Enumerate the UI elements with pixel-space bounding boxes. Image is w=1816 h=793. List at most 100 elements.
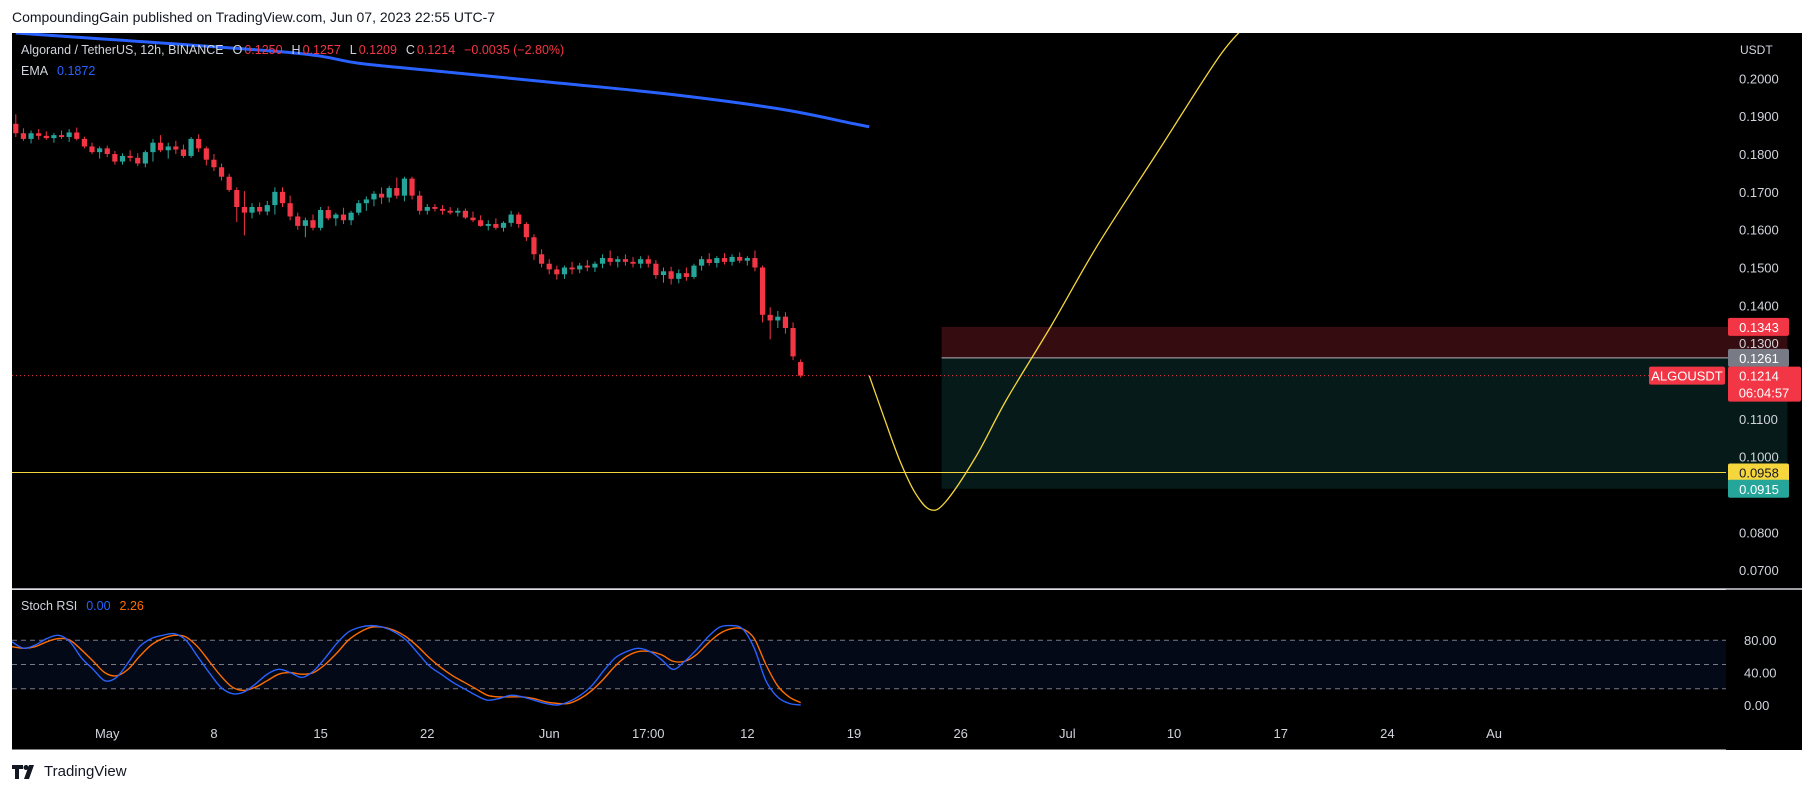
candle[interactable] <box>554 265 560 280</box>
candle[interactable] <box>676 269 682 284</box>
candle[interactable] <box>318 206 324 231</box>
candle[interactable] <box>196 134 202 153</box>
candle[interactable] <box>157 135 164 153</box>
candle[interactable] <box>706 253 712 266</box>
candle[interactable] <box>744 256 750 266</box>
position-group[interactable] <box>941 326 1788 489</box>
candle[interactable] <box>577 262 583 274</box>
candle[interactable] <box>592 261 598 273</box>
candle[interactable] <box>264 200 270 216</box>
candle[interactable] <box>653 259 659 279</box>
candle[interactable] <box>28 130 34 144</box>
candle[interactable] <box>683 267 689 281</box>
candle[interactable] <box>203 146 209 166</box>
candle[interactable] <box>500 221 507 232</box>
candle[interactable] <box>97 146 103 159</box>
ema-line[interactable] <box>15 33 870 129</box>
candle[interactable] <box>127 150 133 162</box>
candle[interactable] <box>310 214 316 231</box>
candle[interactable] <box>104 145 110 158</box>
candle[interactable] <box>462 208 468 220</box>
candle[interactable] <box>714 256 720 268</box>
candle[interactable] <box>112 151 118 165</box>
candle[interactable] <box>691 263 697 279</box>
candle[interactable] <box>790 322 796 361</box>
symbol-legend[interactable]: Algorand / TetherUS, 12h, BINANCE O 0.125… <box>21 43 566 57</box>
candle[interactable] <box>363 196 369 211</box>
candle[interactable] <box>584 259 590 272</box>
candle[interactable] <box>599 254 606 269</box>
candle[interactable] <box>295 212 301 230</box>
candle[interactable] <box>729 254 735 266</box>
candle[interactable] <box>135 153 141 167</box>
candle[interactable] <box>455 207 461 217</box>
candle[interactable] <box>287 195 293 221</box>
candle[interactable] <box>508 210 514 227</box>
candle[interactable] <box>569 261 575 275</box>
candle[interactable] <box>668 266 674 285</box>
candle[interactable] <box>470 211 476 223</box>
lines-group[interactable] <box>15 22 1250 511</box>
candles-group[interactable] <box>13 114 804 378</box>
stoch-legend[interactable]: Stoch RSI 0.00 2.26 <box>21 599 146 613</box>
candle[interactable] <box>546 259 552 275</box>
symbol-title[interactable]: Algorand / TetherUS, 12h, BINANCE <box>21 43 224 57</box>
candle[interactable] <box>51 132 57 143</box>
candle[interactable] <box>424 203 430 215</box>
projection-path[interactable] <box>868 22 1250 511</box>
candle[interactable] <box>432 203 438 212</box>
candle[interactable] <box>81 136 87 149</box>
candle[interactable] <box>249 203 255 219</box>
candle[interactable] <box>325 206 331 221</box>
candle[interactable] <box>36 129 42 140</box>
candle[interactable] <box>645 255 651 268</box>
candle[interactable] <box>356 200 362 216</box>
candle[interactable] <box>737 252 743 263</box>
candle[interactable] <box>188 137 194 158</box>
candle[interactable] <box>615 256 621 268</box>
candle[interactable] <box>607 250 613 266</box>
candle[interactable] <box>721 253 728 265</box>
candle[interactable] <box>340 207 347 225</box>
candle[interactable] <box>767 307 773 340</box>
candle[interactable] <box>241 191 248 236</box>
candle[interactable] <box>66 129 72 142</box>
candle[interactable] <box>523 222 529 242</box>
candle[interactable] <box>638 256 644 269</box>
candle[interactable] <box>775 311 781 329</box>
candle[interactable] <box>142 150 148 168</box>
candle[interactable] <box>759 265 766 323</box>
candle[interactable] <box>257 202 263 215</box>
candle[interactable] <box>333 212 339 226</box>
candle[interactable] <box>401 176 408 202</box>
candle[interactable] <box>798 359 804 378</box>
candle[interactable] <box>180 144 187 158</box>
candle[interactable] <box>226 173 232 192</box>
candle[interactable] <box>782 312 789 334</box>
candle[interactable] <box>622 254 629 266</box>
candle[interactable] <box>13 114 19 138</box>
candle[interactable] <box>348 210 354 226</box>
candle[interactable] <box>752 250 758 272</box>
candle[interactable] <box>58 130 65 139</box>
candle[interactable] <box>493 218 499 230</box>
candle[interactable] <box>447 206 453 215</box>
candle[interactable] <box>386 185 392 203</box>
candle[interactable] <box>485 220 491 231</box>
candle[interactable] <box>394 177 400 199</box>
candle[interactable] <box>516 212 522 228</box>
candle[interactable] <box>272 187 278 215</box>
candle[interactable] <box>74 127 80 141</box>
candle[interactable] <box>417 191 423 215</box>
candle[interactable] <box>439 205 446 215</box>
candle[interactable] <box>660 267 667 283</box>
candle[interactable] <box>20 128 27 141</box>
ema-legend[interactable]: EMA 0.1872 <box>21 64 97 78</box>
candle[interactable] <box>119 153 126 165</box>
candle[interactable] <box>302 217 308 238</box>
candle[interactable] <box>218 163 225 181</box>
candle[interactable] <box>234 187 240 223</box>
candle[interactable] <box>211 154 217 172</box>
candle[interactable] <box>43 131 49 140</box>
